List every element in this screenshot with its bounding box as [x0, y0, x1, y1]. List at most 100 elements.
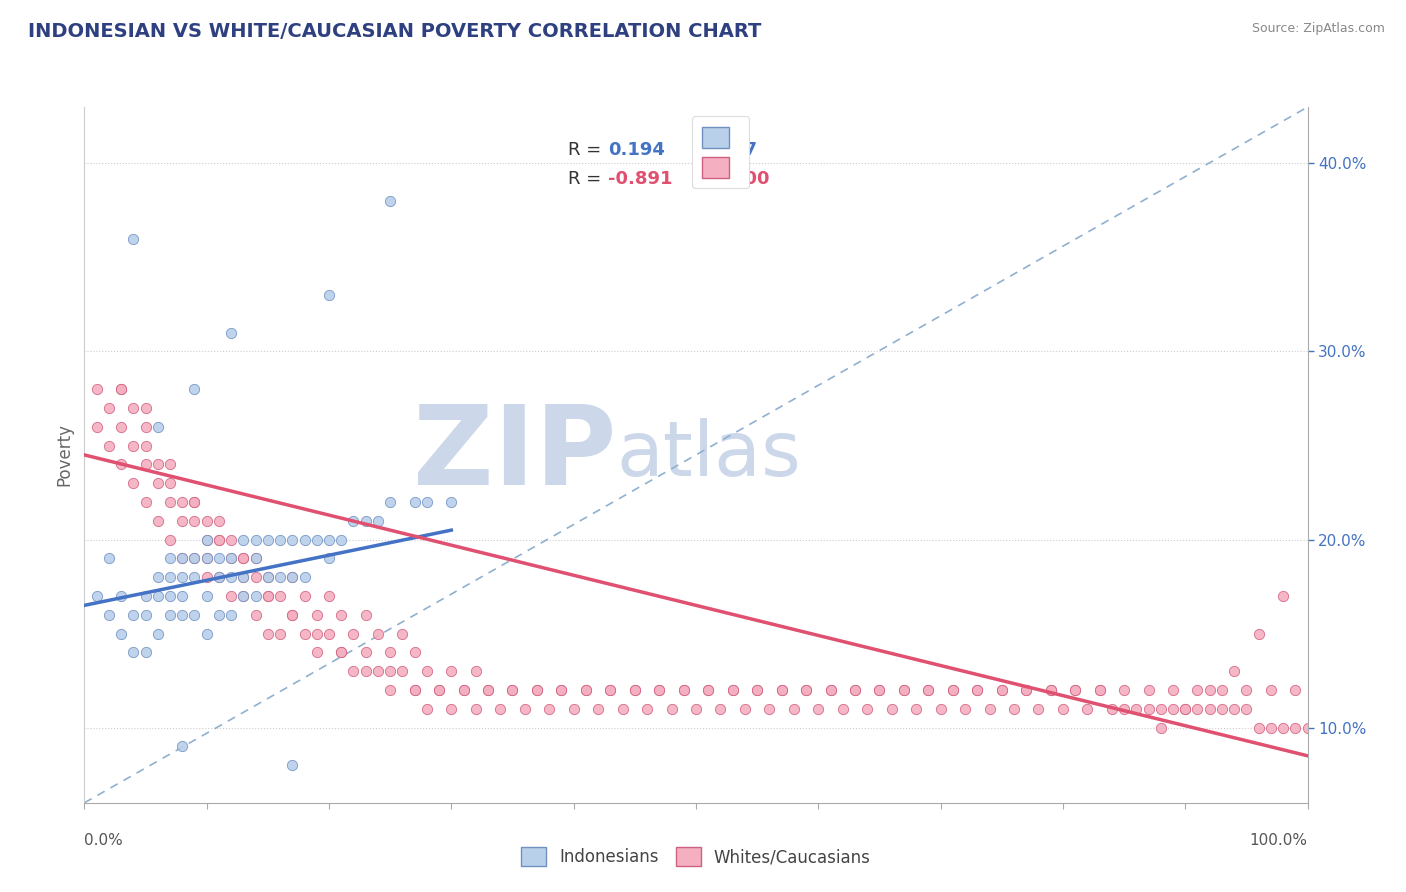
Point: [562, 702, 585, 716]
Point: [807, 702, 830, 716]
Text: atlas: atlas: [616, 418, 801, 491]
Point: [1174, 702, 1197, 716]
Text: 200: 200: [733, 169, 770, 187]
Point: [783, 702, 806, 716]
Point: [159, 533, 181, 547]
Point: [477, 683, 499, 698]
Point: [294, 626, 316, 640]
Point: [159, 570, 181, 584]
Point: [183, 495, 205, 509]
Point: [550, 683, 572, 698]
Point: [183, 551, 205, 566]
Point: [550, 683, 572, 698]
Point: [1161, 683, 1184, 698]
Point: [1223, 702, 1246, 716]
Point: [159, 551, 181, 566]
Point: [281, 758, 304, 772]
Point: [245, 589, 267, 603]
Point: [245, 607, 267, 622]
Point: [318, 288, 340, 302]
Point: [208, 551, 231, 566]
Point: [1052, 702, 1074, 716]
Point: [1187, 683, 1209, 698]
Point: [219, 533, 242, 547]
Point: [1247, 721, 1270, 735]
Text: N =: N =: [696, 169, 730, 187]
Point: [380, 495, 402, 509]
Point: [146, 626, 169, 640]
Point: [380, 194, 402, 208]
Point: [159, 458, 181, 472]
Point: [135, 401, 157, 415]
Point: [526, 683, 548, 698]
Point: [1223, 664, 1246, 678]
Point: [110, 626, 132, 640]
Point: [1296, 721, 1319, 735]
Point: [281, 533, 304, 547]
Point: [380, 683, 402, 698]
Point: [172, 607, 194, 622]
Point: [172, 589, 194, 603]
Point: [281, 570, 304, 584]
Point: [685, 702, 707, 716]
Point: [794, 683, 817, 698]
Point: [208, 607, 231, 622]
Point: [208, 570, 231, 584]
Point: [624, 683, 647, 698]
Point: [427, 683, 450, 698]
Point: [232, 551, 254, 566]
Point: [513, 702, 536, 716]
Point: [135, 607, 157, 622]
Point: [110, 589, 132, 603]
Text: INDONESIAN VS WHITE/CAUCASIAN POVERTY CORRELATION CHART: INDONESIAN VS WHITE/CAUCASIAN POVERTY CO…: [28, 22, 762, 41]
Point: [427, 683, 450, 698]
Point: [942, 683, 965, 698]
Point: [232, 570, 254, 584]
Point: [1260, 683, 1282, 698]
Point: [172, 551, 194, 566]
Point: [146, 589, 169, 603]
Point: [856, 702, 879, 716]
Point: [245, 533, 267, 547]
Point: [208, 514, 231, 528]
Point: [281, 570, 304, 584]
Point: [86, 382, 108, 396]
Point: [1088, 683, 1111, 698]
Point: [1174, 702, 1197, 716]
Point: [232, 589, 254, 603]
Text: 0.0%: 0.0%: [84, 832, 124, 847]
Point: [1284, 721, 1306, 735]
Point: [1236, 702, 1258, 716]
Point: [869, 683, 891, 698]
Point: [257, 589, 280, 603]
Point: [257, 589, 280, 603]
Point: [526, 683, 548, 698]
Point: [318, 589, 340, 603]
Point: [844, 683, 866, 698]
Point: [747, 683, 769, 698]
Text: 0.194: 0.194: [607, 141, 665, 159]
Point: [648, 683, 671, 698]
Point: [440, 664, 463, 678]
Point: [305, 626, 328, 640]
Text: R =: R =: [568, 169, 600, 187]
Point: [917, 683, 939, 698]
Point: [612, 702, 634, 716]
Point: [257, 570, 280, 584]
Point: [1137, 702, 1160, 716]
Point: [464, 664, 486, 678]
Point: [1114, 702, 1136, 716]
Point: [966, 683, 988, 698]
Point: [1015, 683, 1038, 698]
Point: [281, 607, 304, 622]
Point: [195, 626, 218, 640]
Point: [159, 589, 181, 603]
Point: [416, 664, 439, 678]
Point: [195, 533, 218, 547]
Point: [1198, 683, 1220, 698]
Point: [991, 683, 1014, 698]
Point: [208, 533, 231, 547]
Point: [159, 495, 181, 509]
Point: [195, 589, 218, 603]
Point: [1015, 683, 1038, 698]
